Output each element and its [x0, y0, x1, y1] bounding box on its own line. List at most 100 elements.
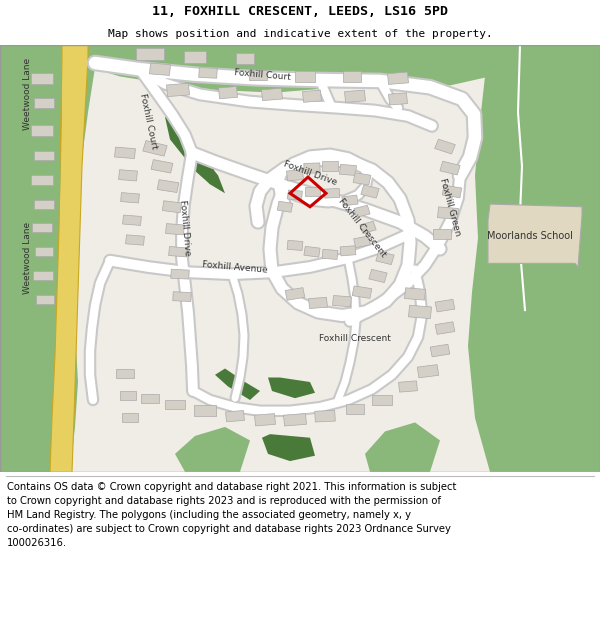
Polygon shape — [430, 344, 450, 357]
Polygon shape — [404, 288, 425, 300]
Polygon shape — [34, 151, 54, 161]
Polygon shape — [35, 248, 53, 256]
Polygon shape — [121, 192, 139, 203]
Polygon shape — [287, 170, 304, 181]
Polygon shape — [262, 88, 283, 101]
Polygon shape — [346, 404, 364, 414]
Text: Map shows position and indicative extent of the property.: Map shows position and indicative extent… — [107, 29, 493, 39]
Polygon shape — [165, 117, 215, 184]
Polygon shape — [340, 164, 356, 176]
Polygon shape — [0, 45, 95, 472]
Polygon shape — [314, 410, 335, 422]
Polygon shape — [194, 406, 216, 416]
Polygon shape — [36, 295, 54, 304]
Polygon shape — [468, 45, 600, 472]
Polygon shape — [120, 391, 136, 400]
Polygon shape — [157, 179, 179, 192]
Polygon shape — [165, 399, 185, 409]
Polygon shape — [360, 221, 376, 234]
Text: Foxhill Court: Foxhill Court — [233, 68, 290, 82]
Polygon shape — [435, 299, 455, 312]
Polygon shape — [434, 139, 455, 154]
Text: Foxhill Crescent: Foxhill Crescent — [337, 196, 388, 259]
Polygon shape — [169, 246, 187, 257]
Polygon shape — [308, 298, 328, 309]
Polygon shape — [163, 201, 182, 212]
Text: Weetwood Lane: Weetwood Lane — [23, 58, 32, 131]
Text: Foxhill Avenue: Foxhill Avenue — [202, 259, 268, 274]
Polygon shape — [305, 187, 320, 196]
Polygon shape — [435, 322, 455, 334]
Polygon shape — [171, 269, 189, 279]
Polygon shape — [31, 73, 53, 84]
Polygon shape — [304, 163, 320, 173]
Polygon shape — [166, 83, 190, 97]
Polygon shape — [268, 378, 315, 398]
Polygon shape — [119, 169, 137, 181]
Polygon shape — [295, 71, 315, 82]
Polygon shape — [332, 296, 352, 307]
Polygon shape — [173, 292, 191, 301]
Polygon shape — [417, 364, 439, 378]
Polygon shape — [440, 161, 460, 175]
Polygon shape — [361, 185, 379, 198]
Polygon shape — [184, 51, 206, 62]
Polygon shape — [324, 189, 340, 198]
Polygon shape — [277, 201, 293, 212]
Polygon shape — [149, 63, 170, 76]
Polygon shape — [352, 286, 372, 298]
Polygon shape — [122, 414, 138, 422]
Polygon shape — [90, 45, 490, 92]
Polygon shape — [50, 45, 88, 472]
Polygon shape — [143, 141, 167, 156]
Polygon shape — [388, 72, 409, 84]
Polygon shape — [389, 93, 407, 105]
Polygon shape — [249, 70, 267, 79]
Polygon shape — [31, 125, 53, 136]
Polygon shape — [342, 195, 358, 206]
Polygon shape — [31, 175, 53, 185]
Polygon shape — [287, 241, 303, 251]
Polygon shape — [354, 205, 370, 217]
Polygon shape — [218, 86, 238, 99]
Polygon shape — [365, 422, 440, 472]
Polygon shape — [322, 249, 338, 259]
Text: Foxhill Drive: Foxhill Drive — [282, 159, 338, 188]
Text: Foxhill Court: Foxhill Court — [137, 92, 158, 150]
Polygon shape — [226, 411, 244, 422]
Polygon shape — [304, 246, 320, 257]
Polygon shape — [398, 381, 418, 392]
Polygon shape — [322, 161, 338, 171]
Polygon shape — [116, 369, 134, 378]
Polygon shape — [141, 394, 159, 402]
Polygon shape — [262, 434, 315, 461]
Polygon shape — [254, 414, 275, 426]
Text: Foxhill Drive: Foxhill Drive — [178, 199, 192, 256]
Polygon shape — [488, 204, 582, 267]
Polygon shape — [34, 199, 54, 209]
Polygon shape — [344, 90, 365, 103]
Polygon shape — [376, 251, 394, 264]
Polygon shape — [0, 400, 65, 472]
Polygon shape — [433, 229, 451, 239]
Polygon shape — [236, 53, 254, 64]
Polygon shape — [136, 48, 164, 60]
Polygon shape — [369, 269, 387, 282]
Polygon shape — [215, 369, 260, 400]
Polygon shape — [442, 185, 462, 198]
Polygon shape — [284, 414, 307, 426]
Polygon shape — [125, 235, 145, 245]
Polygon shape — [199, 68, 217, 78]
Polygon shape — [285, 288, 305, 300]
Polygon shape — [287, 190, 302, 200]
Text: Foxhill Crescent: Foxhill Crescent — [319, 334, 391, 343]
Polygon shape — [33, 271, 53, 281]
Polygon shape — [122, 215, 142, 226]
Polygon shape — [372, 394, 392, 406]
Polygon shape — [302, 90, 322, 103]
Text: 11, FOXHILL CRESCENT, LEEDS, LS16 5PD: 11, FOXHILL CRESCENT, LEEDS, LS16 5PD — [152, 5, 448, 18]
Polygon shape — [343, 71, 361, 82]
Text: Contains OS data © Crown copyright and database right 2021. This information is : Contains OS data © Crown copyright and d… — [7, 482, 457, 548]
Polygon shape — [437, 207, 458, 219]
Polygon shape — [34, 99, 54, 108]
